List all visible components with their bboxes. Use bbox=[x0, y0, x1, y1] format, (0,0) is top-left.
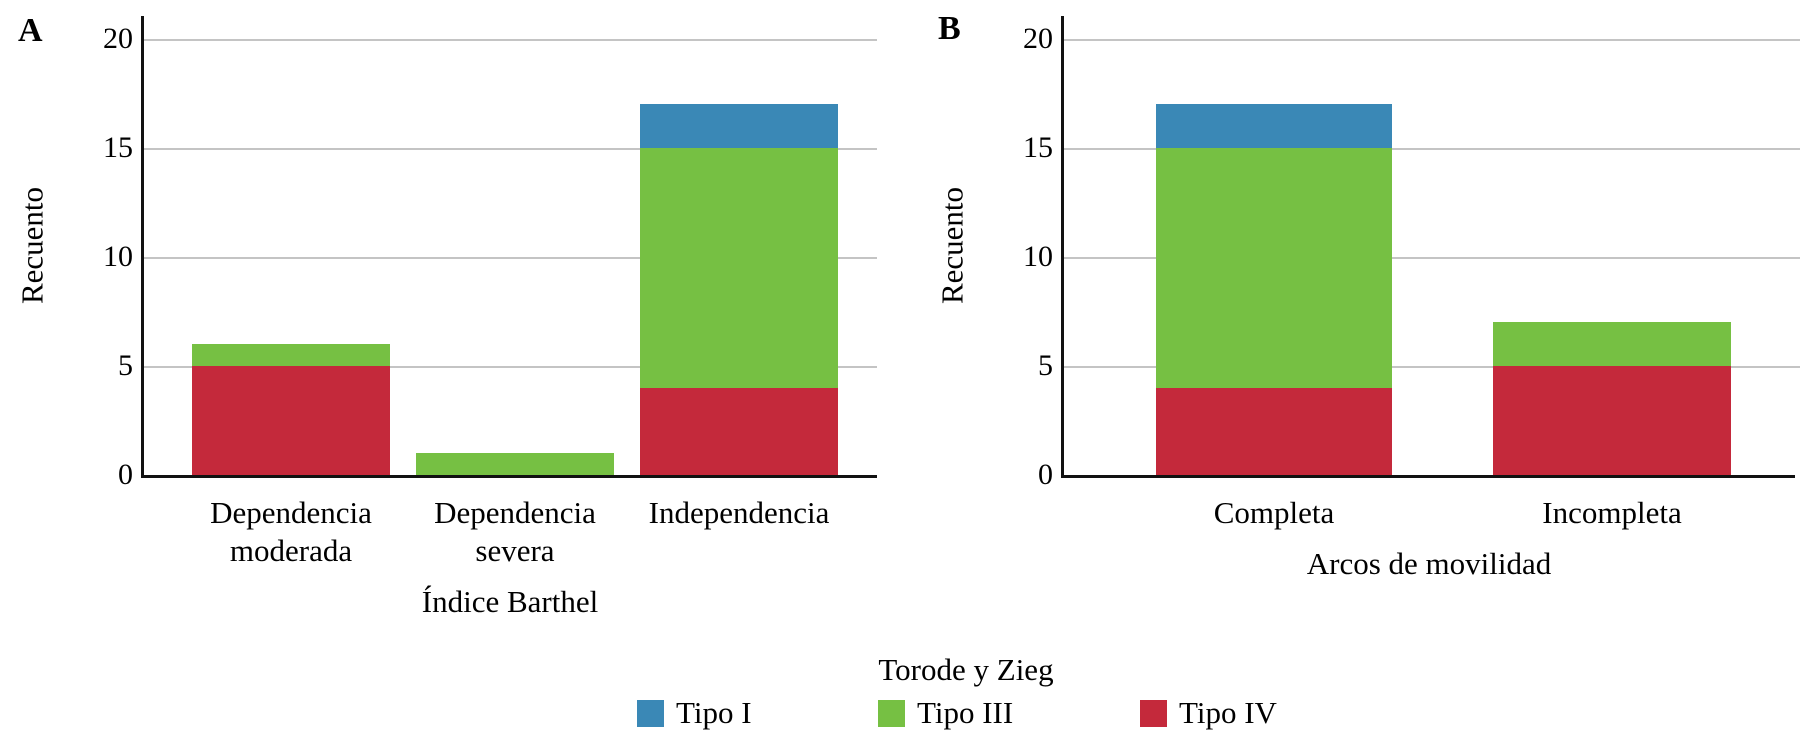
y-tick-label: 10 bbox=[103, 240, 133, 273]
x-category-label: Dependencia severa bbox=[365, 494, 665, 570]
panel-letter-A: A bbox=[18, 12, 43, 49]
x-category-label-line: Dependencia bbox=[434, 495, 596, 530]
y-tick-label: 0 bbox=[1038, 458, 1053, 491]
y-tick-label: 20 bbox=[1023, 22, 1053, 55]
gridline-10 bbox=[143, 257, 877, 259]
bar-segment-tipo-iii bbox=[192, 344, 390, 366]
x-axis-title: Índice Barthel bbox=[421, 584, 599, 619]
bar-segment-tipo-iv bbox=[192, 366, 390, 475]
panel-letter-B: B bbox=[938, 10, 961, 47]
x-category-label-line: Independencia bbox=[648, 495, 830, 530]
x-axis-title: Arcos de movilidad bbox=[1306, 546, 1552, 581]
legend-color-swatch bbox=[1140, 699, 1167, 727]
x-category-label: Independencia bbox=[589, 494, 889, 532]
y-tick-label: 0 bbox=[118, 458, 133, 491]
x-category-label-line: Completa bbox=[1213, 495, 1335, 530]
gridline-5 bbox=[1063, 366, 1800, 368]
y-tick-label: 20 bbox=[103, 22, 133, 55]
x-category-label-line: Incompleta bbox=[1542, 495, 1682, 530]
legend-item-label: Tipo I bbox=[676, 695, 752, 730]
gridline-10 bbox=[1063, 257, 1800, 259]
gridline-15 bbox=[1063, 148, 1800, 150]
legend-title: Torode y Zieg bbox=[878, 652, 1054, 687]
x-category-label-line: moderada bbox=[229, 533, 353, 568]
bar-segment-tipo-iii bbox=[416, 453, 614, 475]
legend-item-label: Tipo III bbox=[917, 695, 1014, 730]
bar-segment-tipo-iv bbox=[640, 387, 838, 475]
bar-segment-tipo-iv bbox=[1493, 366, 1731, 475]
y-axis-title: Recuento bbox=[934, 186, 970, 305]
x-category-label: Completa bbox=[1124, 494, 1424, 532]
gridline-20 bbox=[1063, 39, 1800, 41]
x-category-label-line: severa bbox=[475, 533, 555, 568]
y-tick-label: 10 bbox=[1023, 240, 1053, 273]
gridline-20 bbox=[143, 39, 877, 41]
y-tick-label: 5 bbox=[1038, 349, 1053, 382]
legend-item-tipo-i: Tipo I bbox=[637, 696, 752, 730]
y-tick-label: 15 bbox=[1023, 131, 1053, 164]
y-tick-label: 5 bbox=[118, 349, 133, 382]
x-axis-line bbox=[1061, 475, 1795, 478]
y-axis-line bbox=[1061, 16, 1064, 478]
x-axis-line bbox=[141, 475, 877, 478]
y-axis-line bbox=[141, 16, 144, 478]
legend-item-label: Tipo IV bbox=[1179, 695, 1277, 730]
y-tick-label: 15 bbox=[103, 131, 133, 164]
bar-segment-tipo-i bbox=[1156, 104, 1392, 148]
legend-color-swatch bbox=[637, 699, 664, 727]
legend-color-swatch bbox=[878, 699, 905, 727]
bar-segment-tipo-iii bbox=[1156, 148, 1392, 388]
y-axis-title: Recuento bbox=[14, 186, 50, 305]
bar-segment-tipo-iii bbox=[1493, 322, 1731, 366]
legend-item-tipo-iii: Tipo III bbox=[878, 696, 1013, 730]
bar-segment-tipo-i bbox=[640, 104, 838, 148]
x-category-label: Dependencia moderada bbox=[141, 494, 441, 570]
bar-segment-tipo-iii bbox=[640, 148, 838, 388]
gridline-5 bbox=[143, 366, 877, 368]
bar-segment-tipo-iv bbox=[1156, 387, 1392, 475]
gridline-15 bbox=[143, 148, 877, 150]
legend-item-tipo-iv: Tipo IV bbox=[1140, 696, 1277, 730]
x-category-label-line: Dependencia bbox=[210, 495, 372, 530]
x-category-label: Incompleta bbox=[1462, 494, 1762, 532]
